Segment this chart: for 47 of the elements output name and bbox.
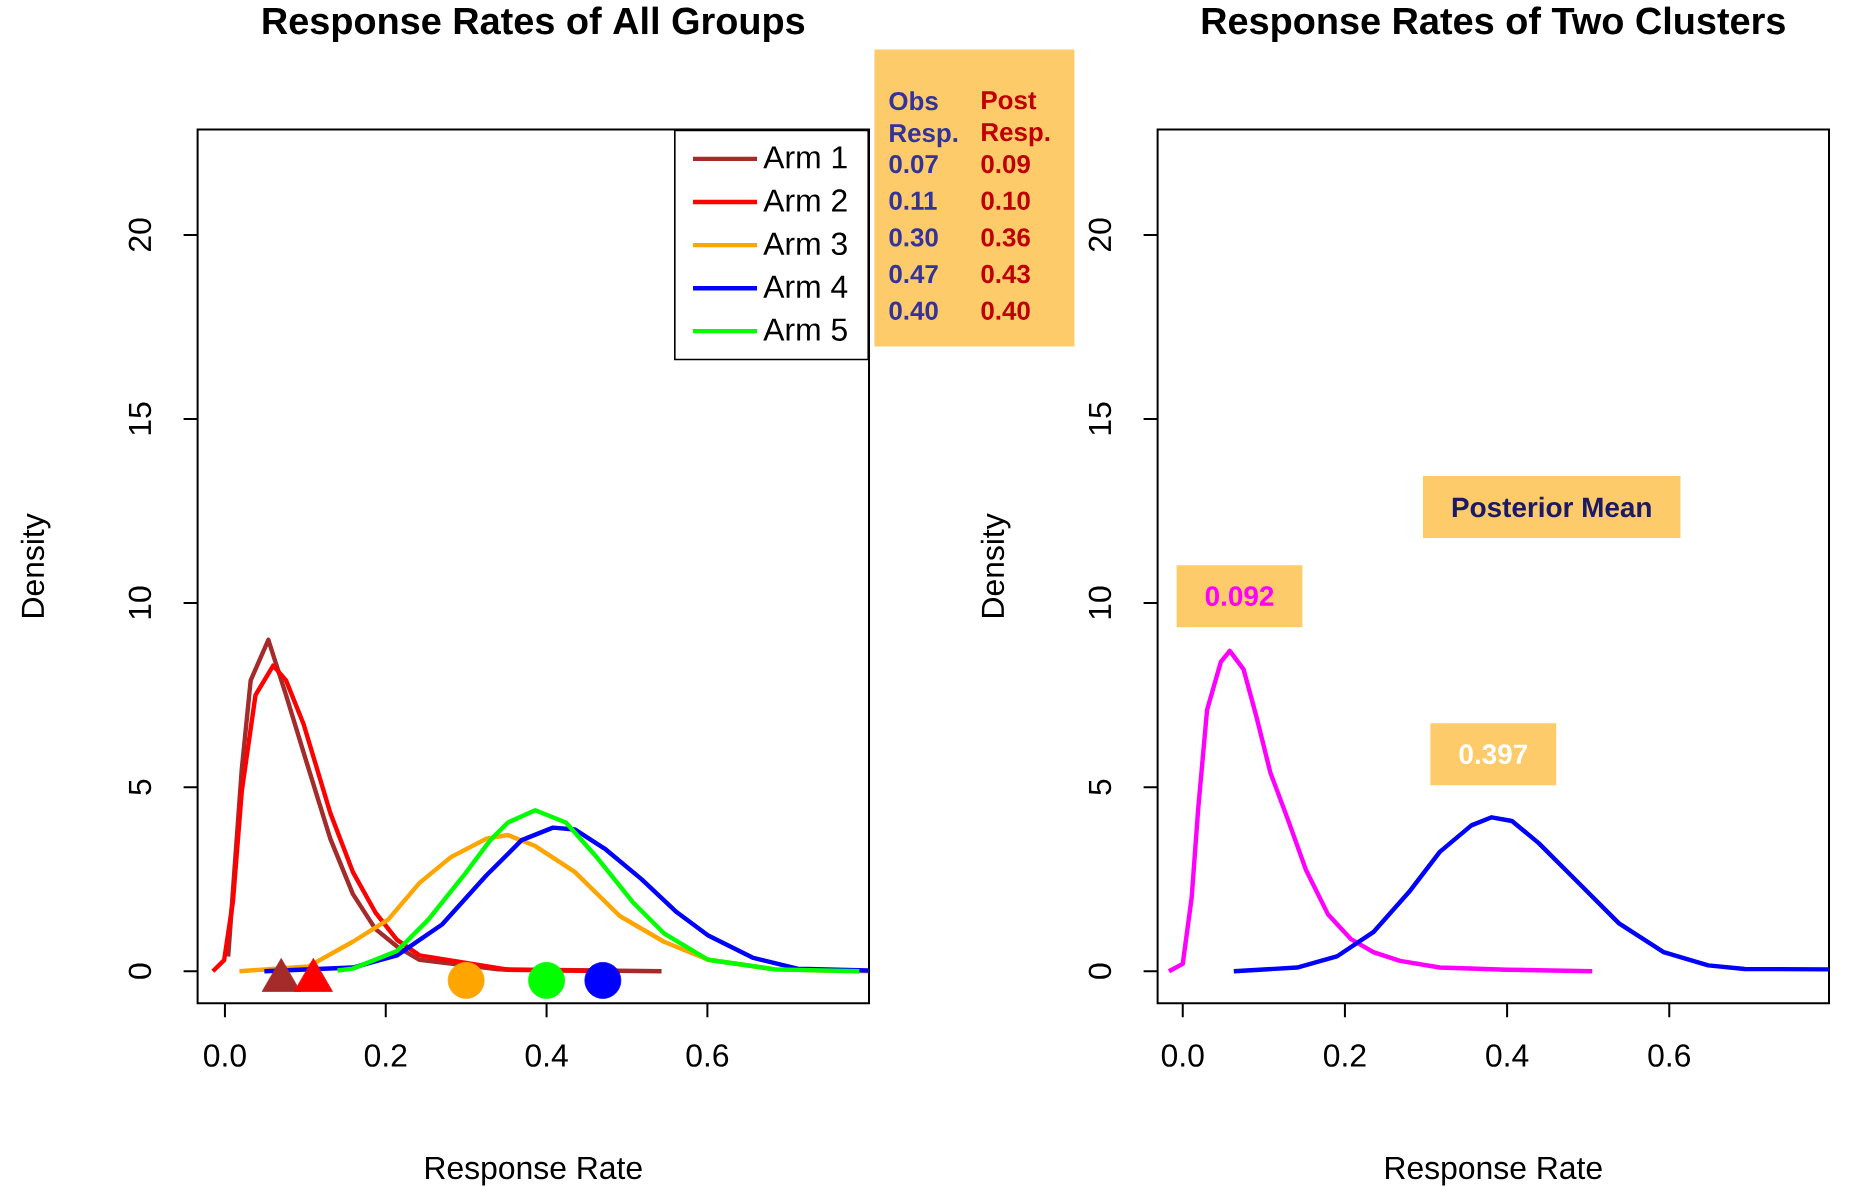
text: 0.40 [981, 301, 1030, 320]
y-tick-label: 15 [1088, 402, 1112, 435]
annotation: 0.092 [1205, 586, 1274, 606]
x-tick-label: 0.4 [525, 1044, 568, 1067]
text: 0.30 [889, 228, 938, 247]
y-tick-label: 5 [1088, 779, 1112, 795]
text: 0.47 [889, 264, 938, 284]
y-tick-label: 10 [128, 586, 152, 619]
text: 0.11 [889, 191, 937, 210]
y-axis-title: Density [20, 513, 51, 617]
chart-title: Response Rates of Two Clusters [1202, 6, 1785, 42]
x-axis-title: Response Rate [426, 1156, 642, 1186]
text: 0.43 [981, 264, 1030, 284]
y-tick-label: 15 [128, 402, 152, 435]
text: 0.09 [981, 154, 1030, 174]
x-tick-label: 0.6 [1648, 1044, 1691, 1067]
x-axis-title: Response Rate [1386, 1156, 1602, 1186]
y-tick-label: 5 [128, 779, 152, 795]
y-tick-label: 10 [1088, 586, 1112, 619]
y-tick-label: 0 [1088, 963, 1112, 979]
text: Post Resp. [982, 91, 1050, 147]
y-tick-label: 0 [128, 963, 152, 979]
legend-label: Arm 3 [763, 232, 847, 255]
x-tick-label: 0.0 [1161, 1044, 1204, 1067]
legend-label: Arm 4 [763, 275, 848, 298]
x-tick-label: 0.2 [364, 1044, 407, 1067]
line-series [1166, 648, 1595, 974]
chart-title: Response Rates of All Groups [263, 6, 805, 42]
y-axis-title: Density [980, 513, 1011, 617]
text: 0.36 [981, 228, 1030, 247]
line-series [335, 808, 862, 974]
x-tick-label: 0.2 [1324, 1044, 1366, 1067]
annotation: 0.397 [1459, 744, 1527, 765]
x-tick-label: 0.4 [1486, 1044, 1529, 1067]
line-series [1231, 815, 1830, 974]
x-tick-label: 0.0 [204, 1044, 246, 1067]
annotation: Posterior Mean [1452, 496, 1651, 518]
text: 0.40 [889, 301, 938, 320]
legend-label: Arm 5 [763, 318, 847, 341]
legend-label: Arm 1 [763, 146, 847, 169]
y-tick-label: 20 [1088, 218, 1112, 251]
y-tick-label: 20 [128, 218, 152, 251]
text: Obs Resp. [889, 91, 958, 148]
text: 0.10 [981, 191, 1030, 210]
x-tick-label: 0.6 [686, 1044, 729, 1067]
legend-label: Arm 2 [763, 189, 847, 212]
text: 0.07 [889, 154, 938, 174]
